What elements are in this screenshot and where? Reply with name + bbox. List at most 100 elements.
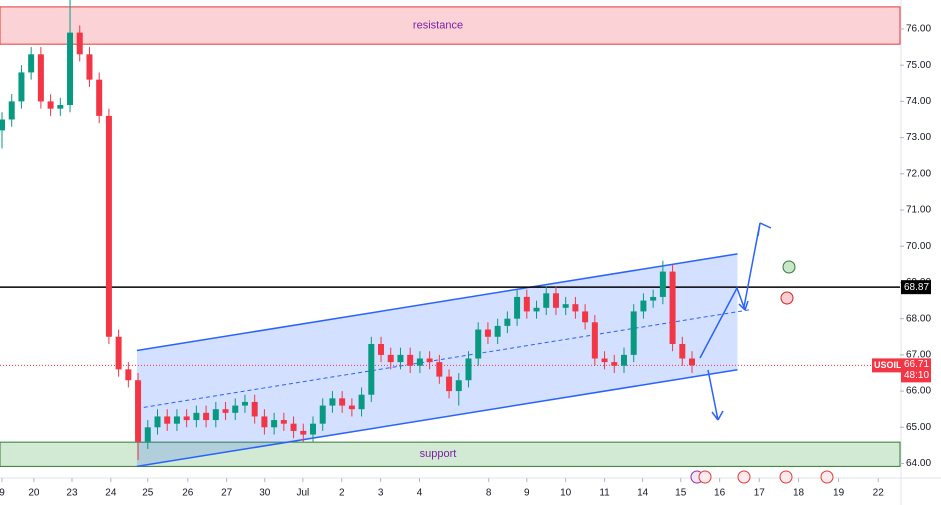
candle-body: [37, 54, 44, 102]
candle-body: [387, 354, 394, 363]
zone-label: resistance: [413, 19, 463, 31]
x-tick-label: 15: [675, 488, 687, 499]
candle-body: [329, 398, 336, 406]
x-tick-label: 3: [378, 488, 384, 499]
x-tick-label: 16: [714, 488, 726, 499]
candle-body: [620, 354, 627, 366]
candle-body: [601, 358, 608, 363]
x-tick-label: 9: [0, 488, 5, 499]
x-tick-label: 24: [105, 488, 117, 499]
x-tick-label: 8: [486, 488, 492, 499]
x-tick-label: 4: [417, 488, 423, 499]
candle-body: [484, 329, 491, 337]
arrows: [699, 222, 772, 421]
event-icon: [737, 470, 751, 484]
x-tick-label: 22: [873, 488, 885, 499]
candle-body: [232, 405, 239, 413]
level-badge: [901, 280, 931, 295]
x-tick-label: 19: [833, 488, 845, 499]
candle-body: [173, 416, 180, 424]
y-tick-label: 66.00: [906, 386, 931, 397]
candle-body: [533, 307, 540, 312]
candle-body: [416, 358, 423, 366]
arrow-down: [707, 369, 724, 421]
candle-body: [397, 354, 404, 363]
zone: [0, 6, 901, 45]
symbol-badge: [872, 358, 901, 373]
candle-body: [164, 416, 171, 424]
candle-body: [135, 380, 142, 442]
zone-label: support: [420, 448, 457, 460]
candle-body: [96, 79, 103, 116]
candle-body: [183, 416, 190, 421]
channel-line: [136, 368, 738, 468]
candle-body: [309, 423, 316, 435]
candle-body: [455, 380, 462, 392]
event-icon: [779, 470, 793, 484]
arrow-head: [738, 300, 749, 311]
y-tick-label: 65.00: [906, 422, 931, 433]
x-tick-label: 14: [637, 488, 649, 499]
symbol-label: USOIL: [874, 360, 902, 370]
y-tick-label: 67.00: [906, 350, 931, 361]
candle-body: [650, 296, 657, 301]
channel-mid: [136, 309, 750, 409]
signal-green: [782, 260, 796, 274]
y-tick-label: 75.00: [906, 60, 931, 71]
y-tick-label: 73.00: [906, 132, 931, 143]
candle-body: [319, 405, 326, 424]
price-badge: [901, 358, 931, 383]
candle-body: [280, 420, 287, 424]
y-tick-label: 72.00: [906, 168, 931, 179]
candle-body: [368, 344, 375, 395]
x-tick-label: 18: [793, 488, 805, 499]
candle-body: [572, 304, 579, 312]
x-tick-label: 9: [524, 488, 530, 499]
candle-body: [640, 300, 647, 312]
candle-body: [47, 101, 54, 109]
candle-body: [426, 358, 433, 363]
x-tick-label: 23: [66, 488, 78, 499]
candle-body: [0, 119, 5, 131]
candle-body: [222, 409, 229, 413]
candle-body: [154, 416, 161, 428]
candle-body: [582, 311, 589, 323]
x-tick-label: 17: [754, 488, 766, 499]
candle-body: [76, 32, 83, 55]
candle-body: [689, 358, 696, 366]
y-tick-label: 71.00: [906, 205, 931, 216]
candle-body: [8, 101, 15, 120]
candle-body: [591, 322, 598, 359]
candle-body: [348, 405, 355, 410]
arrow-path: [699, 286, 746, 359]
x-tick-label: 27: [221, 488, 233, 499]
candle-body: [378, 344, 385, 355]
candle-body: [659, 271, 666, 297]
plot: resistance support: [0, 0, 901, 468]
candle-body: [251, 401, 258, 417]
candle-body: [300, 430, 307, 435]
candle-body: [67, 32, 74, 106]
candle-body: [115, 336, 122, 370]
x-tick-label: 30: [259, 488, 271, 499]
event-icon: [698, 470, 712, 484]
x-tick-label: 25: [142, 488, 154, 499]
candle-body: [543, 293, 550, 308]
candle-body: [358, 394, 365, 410]
candle-body: [339, 398, 346, 406]
candle-body: [271, 420, 278, 428]
candle-body: [523, 296, 530, 312]
candle-body: [86, 54, 93, 80]
zone: [0, 441, 901, 467]
candle-body: [679, 344, 686, 359]
x-tick-label: 20: [28, 488, 40, 499]
candle-body: [144, 427, 151, 442]
candle-body: [552, 293, 559, 308]
y-tick-label: 76.00: [906, 24, 931, 35]
candle-body: [465, 358, 472, 381]
candle-body: [212, 409, 219, 421]
arrow-up: [743, 222, 772, 308]
candle-body: [241, 401, 248, 406]
y-tick-label: 70.00: [906, 241, 931, 252]
